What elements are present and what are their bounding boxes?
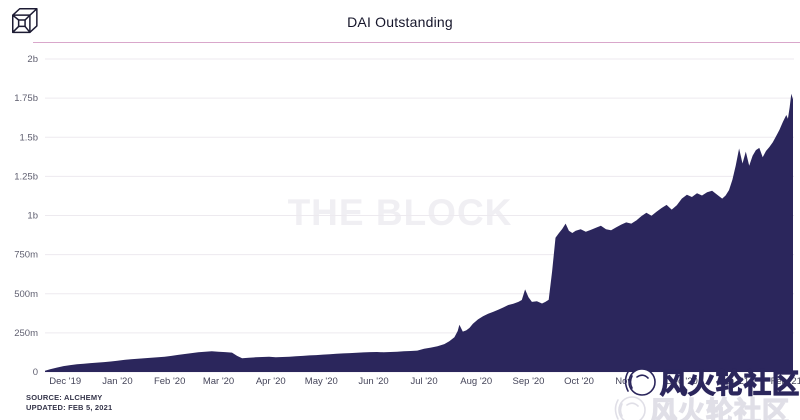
x-axis-tick-label: Jun '20 [358, 376, 388, 387]
the-block-logo[interactable] [9, 5, 39, 35]
y-axis-tick-label: 1.25b [14, 171, 38, 182]
x-axis-tick-label: Apr '20 [256, 376, 286, 387]
x-axis-tick-label: Dec '20 [666, 376, 698, 387]
x-axis-tick-label: Jan '20 [102, 376, 132, 387]
x-axis-tick-label: Sep '20 [513, 376, 545, 387]
x-axis-tick-label: Jan '21 [719, 376, 749, 387]
cube-logo-icon [12, 8, 38, 34]
community-watermark-faint: 风火轮社区 [611, 390, 790, 420]
x-axis-tick-label: Dec '19 [49, 376, 81, 387]
wheel-doodle-icon [614, 395, 646, 420]
x-axis-tick-label: Feb '20 [154, 376, 185, 387]
x-axis-tick-label: Jul '20 [410, 376, 437, 387]
y-axis-tick-label: 1b [27, 211, 38, 222]
y-axis-tick-label: 750m [14, 250, 38, 261]
updated-line: UPDATED: FEB 5, 2021 [26, 402, 113, 412]
dai-outstanding-area-series[interactable] [45, 93, 793, 372]
x-axis-tick-label: Mar '20 [203, 376, 234, 387]
y-axis-tick-label: 2b [27, 54, 38, 65]
y-axis-tick-label: 1.5b [20, 132, 39, 143]
x-axis-tick-label: Feb '21 [771, 376, 800, 387]
y-axis-tick-label: 500m [14, 289, 38, 300]
x-axis-tick-label: May '20 [305, 376, 338, 387]
x-axis-tick-label: Aug '20 [460, 376, 492, 387]
community-watermark: 风火轮社区 [621, 362, 800, 401]
y-axis-tick-label: 250m [14, 328, 38, 339]
source-attribution: SOURCE: ALCHEMY UPDATED: FEB 5, 2021 [26, 393, 112, 412]
community-watermark-text: 风火轮社区 [659, 368, 800, 399]
source-line: SOURCE: ALCHEMY [26, 393, 103, 402]
community-watermark-text: 风火轮社区 [649, 396, 790, 420]
the-block-watermark: THE BLOCK [287, 192, 513, 233]
wheel-doodle-icon [624, 367, 656, 396]
header-divider-line [33, 42, 800, 43]
chart-title: DAI Outstanding [347, 14, 453, 30]
y-axis-tick-label: 0 [33, 367, 38, 378]
x-axis-tick-label: Oct '20 [564, 376, 594, 387]
y-axis-tick-label: 1.75b [14, 93, 38, 104]
